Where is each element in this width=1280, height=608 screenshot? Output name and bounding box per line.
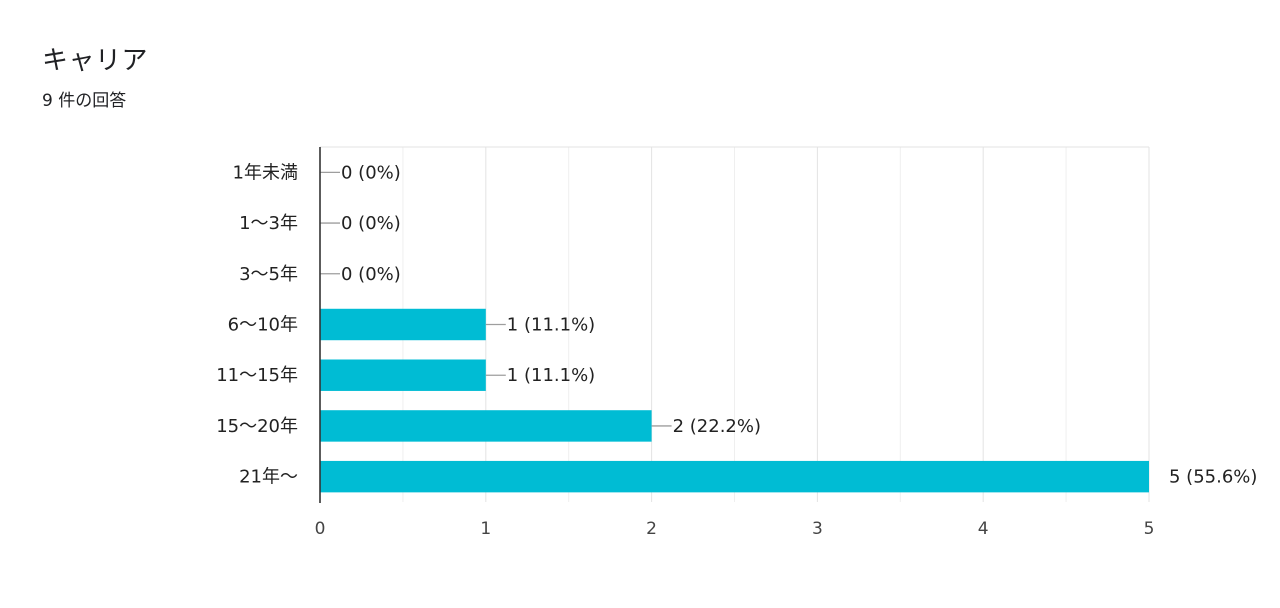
x-tick-label: 3 xyxy=(812,519,823,539)
data-label: 0 (0%) xyxy=(341,264,401,285)
data-label: 1 (11.1%) xyxy=(507,315,595,336)
response-count: 9 件の回答 xyxy=(42,91,127,111)
data-label: 0 (0%) xyxy=(341,162,401,183)
data-label: 1 (11.1%) xyxy=(507,365,595,386)
data-label: 0 (0%) xyxy=(341,213,401,234)
x-tick-label: 0 xyxy=(315,519,326,539)
data-label: 2 (22.2%) xyxy=(673,416,761,437)
bar xyxy=(320,410,652,442)
x-tick-label: 2 xyxy=(646,519,657,539)
category-label: 3〜5年 xyxy=(239,264,298,285)
x-tick-label: 4 xyxy=(978,519,989,539)
data-label: 5 (55.6%) xyxy=(1169,467,1257,488)
x-tick-label: 5 xyxy=(1144,519,1155,539)
category-label: 1年未満 xyxy=(233,162,298,183)
bar xyxy=(320,359,486,391)
category-label: 21年〜 xyxy=(239,467,298,488)
bar xyxy=(320,308,486,341)
bar xyxy=(320,460,1149,493)
x-tick-label: 1 xyxy=(480,519,491,539)
category-label: 11〜15年 xyxy=(216,365,298,386)
chart-title: キャリア xyxy=(42,46,149,76)
category-label: 1〜3年 xyxy=(239,213,298,234)
category-label: 6〜10年 xyxy=(228,315,298,336)
category-label: 15〜20年 xyxy=(216,416,298,437)
